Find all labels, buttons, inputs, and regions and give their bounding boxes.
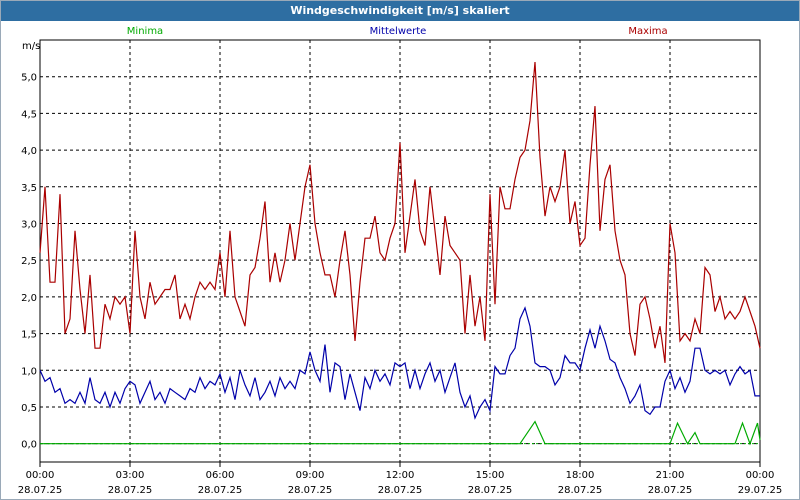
x-tick-date: 28.07.25 bbox=[558, 485, 603, 496]
x-tick-date: 28.07.25 bbox=[18, 485, 63, 496]
x-tick-time: 09:00 bbox=[296, 470, 325, 481]
x-tick-time: 06:00 bbox=[206, 470, 235, 481]
x-tick-date: 29.07.25 bbox=[738, 485, 783, 496]
x-tick-date: 28.07.25 bbox=[468, 485, 513, 496]
x-tick-date: 28.07.25 bbox=[288, 485, 333, 496]
x-tick-time: 03:00 bbox=[116, 470, 145, 481]
y-tick-label: 1,5 bbox=[21, 330, 37, 341]
y-tick-label: 3,0 bbox=[21, 219, 37, 230]
y-tick-label: 4,5 bbox=[21, 109, 37, 120]
y-tick-label: 2,5 bbox=[21, 256, 37, 267]
legend-entry-maxima: Maxima bbox=[628, 26, 667, 37]
legend: Minima Mittelwerte Maxima bbox=[127, 26, 668, 37]
x-tick-labels: 00:00 28.07.25 03:00 28.07.25 06:00 28.07.25 0… bbox=[18, 462, 783, 496]
x-tick-time: 18:00 bbox=[566, 470, 595, 481]
x-tick-time: 15:00 bbox=[476, 470, 505, 481]
y-tick-label: 0,0 bbox=[21, 440, 37, 451]
legend-entry-minima: Minima bbox=[127, 26, 163, 37]
x-tick-time: 00:00 bbox=[26, 470, 55, 481]
y-tick-label: 3,5 bbox=[21, 183, 37, 194]
x-tick-time: 12:00 bbox=[386, 470, 415, 481]
legend-entry-mittelwerte: Mittelwerte bbox=[370, 26, 427, 37]
y-tick-label: 5,0 bbox=[21, 73, 37, 84]
series-lines bbox=[39, 61, 761, 446]
x-tick-date: 28.07.25 bbox=[198, 485, 243, 496]
y-tick-labels: 0,0 0,5 1,0 1,5 2,0 2,5 3,0 3,5 4,0 4,5 5,0 bbox=[21, 73, 37, 451]
y-tick-label: 2,0 bbox=[21, 293, 37, 304]
y-axis-unit: m/s bbox=[22, 41, 40, 52]
y-tick-label: 4,0 bbox=[21, 146, 37, 157]
series-line-maxima bbox=[39, 61, 761, 363]
series-line-mittelwerte bbox=[39, 306, 760, 420]
y-tick-label: 0,5 bbox=[21, 403, 37, 414]
x-tick-date: 28.07.25 bbox=[108, 485, 153, 496]
chart-title: Windgeschwindigkeit [m/s] skaliert bbox=[1, 1, 799, 21]
y-tick-label: 1,0 bbox=[21, 366, 37, 377]
x-tick-time: 21:00 bbox=[656, 470, 685, 481]
x-tick-date: 28.07.25 bbox=[648, 485, 693, 496]
x-tick-date: 28.07.25 bbox=[378, 485, 423, 496]
x-tick-time: 00:00 bbox=[746, 470, 775, 481]
series-line-minima bbox=[40, 420, 761, 446]
